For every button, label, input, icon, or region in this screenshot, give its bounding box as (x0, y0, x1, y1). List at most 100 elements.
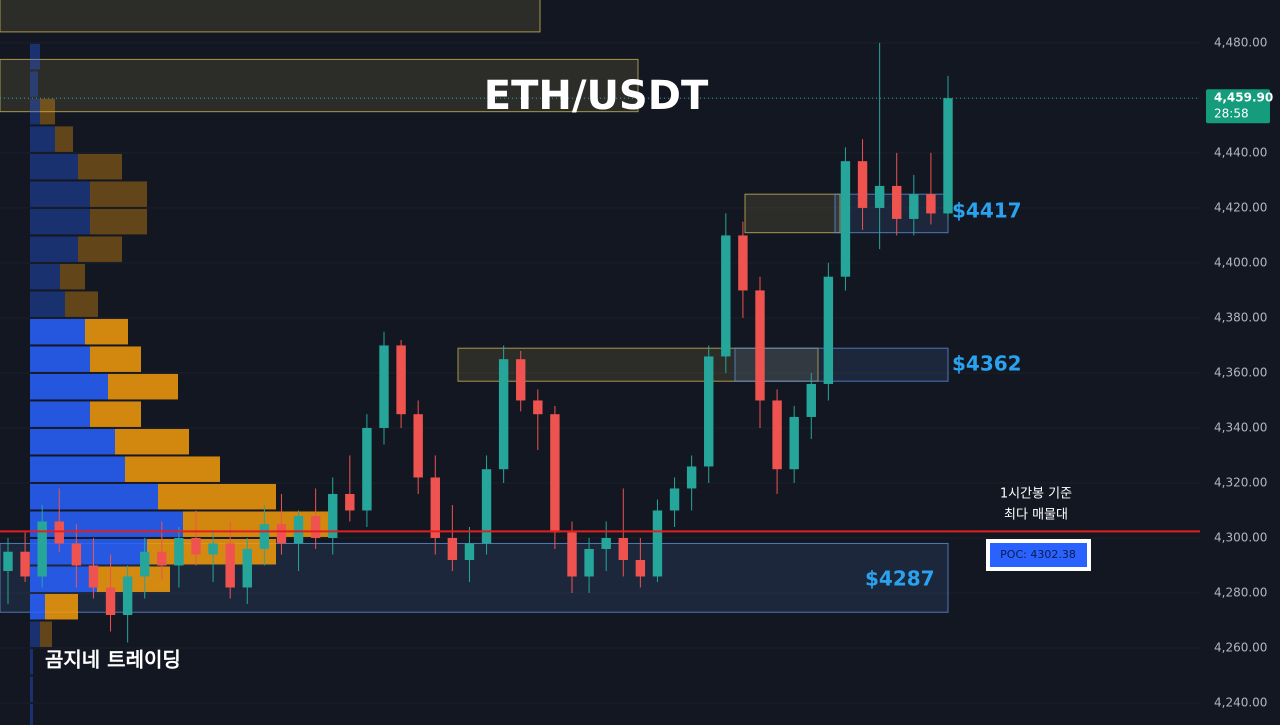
profile-sell (158, 483, 276, 510)
profile-buy (30, 428, 115, 455)
candle-body (362, 427, 372, 511)
profile-sell (108, 373, 178, 400)
profile-buy (30, 236, 78, 262)
y-tick-label: 4,240.00 (1214, 695, 1267, 709)
candle-body (533, 400, 543, 415)
candle-body (464, 543, 475, 560)
y-tick-label: 4,260.00 (1214, 640, 1267, 654)
candle-body (926, 194, 936, 214)
profile-buy (30, 483, 158, 510)
profile-buy (30, 511, 183, 537)
candle-body (738, 235, 748, 291)
candle-body (840, 161, 851, 277)
candle-body (208, 543, 218, 555)
candle-body (857, 161, 868, 208)
candle-body (550, 414, 560, 533)
y-tick-label: 4,380.00 (1214, 310, 1267, 324)
zone (734, 347, 949, 382)
candle-body (37, 521, 47, 577)
candle-body (71, 543, 82, 566)
profile-sell (40, 621, 52, 647)
candle-body (772, 400, 782, 470)
poc-box (990, 543, 1087, 567)
candle-body (652, 510, 663, 577)
overlays: 4,240.00 4,260.00 4,280.00 4,300.00 4,320.00… (0, 35, 1273, 709)
profile-buy (30, 263, 60, 290)
profile-sell (115, 428, 189, 455)
candle-body (481, 469, 492, 544)
candle-body (191, 537, 201, 555)
candle-body (704, 356, 714, 467)
candle-body (413, 414, 423, 478)
profile-sell (40, 98, 55, 125)
profile-buy (30, 593, 45, 620)
annotation: 1시간봉 기준 (1000, 487, 1072, 502)
profile-sell (65, 291, 98, 317)
profile-buy (30, 71, 38, 97)
last-price-label: 4,459.90 (1214, 91, 1273, 105)
profile-buy (30, 401, 90, 427)
profile-buy (30, 703, 33, 725)
candle-body (20, 551, 30, 577)
profile-buy (30, 676, 33, 702)
candle-body (140, 551, 150, 577)
profile-sell (90, 181, 147, 207)
candle-body (328, 493, 338, 538)
watermark: 곰지네 트레이딩 (45, 648, 181, 672)
profile-buy (30, 291, 65, 317)
candle-body (874, 185, 885, 208)
candle-body (823, 276, 834, 384)
profile-buy (30, 373, 108, 400)
profile-sell (55, 126, 73, 152)
candle-body (345, 493, 355, 511)
profile-sell (78, 153, 122, 180)
poc-label: POC: 4302.38 (1000, 548, 1076, 561)
candle-body (225, 543, 235, 588)
candle-body (430, 477, 440, 538)
candle-body (396, 345, 406, 415)
profile-buy (30, 456, 125, 482)
profile-sell (60, 263, 85, 290)
profile-buy (30, 43, 40, 70)
profile-buy (30, 648, 33, 675)
candle-body (105, 587, 116, 615)
y-tick-label: 4,400.00 (1214, 255, 1267, 269)
candle-body (601, 537, 611, 549)
profile-sell (125, 456, 220, 482)
candle-body (567, 532, 577, 577)
candle-body (909, 194, 919, 219)
profile-buy (30, 208, 90, 235)
candle-body (498, 359, 509, 470)
candle-body (686, 466, 697, 489)
profile-sell (90, 346, 141, 372)
candle-body (669, 488, 680, 511)
candle-body (892, 185, 902, 219)
y-tick-label: 4,320.00 (1214, 475, 1267, 489)
profile-sell (90, 401, 141, 427)
grid (0, 42, 1200, 704)
countdown: 28:58 (1214, 107, 1249, 121)
candle-body (584, 548, 594, 577)
y-tick-label: 4,340.00 (1214, 420, 1267, 434)
candle-body (242, 548, 252, 588)
candle-body (259, 524, 270, 549)
zone-label: $4417 (952, 199, 1022, 223)
candle-body (755, 290, 765, 401)
candle-body (516, 359, 526, 401)
chart-title: ETH/USDT (484, 73, 709, 119)
candle-body (174, 537, 184, 566)
last-price-box (1206, 89, 1270, 124)
candle-body (618, 537, 628, 560)
zone (0, 58, 639, 113)
candle-body (721, 235, 731, 357)
annotation: 최다 매물대 (1004, 508, 1068, 523)
candle-body (635, 559, 646, 577)
profile-buy (30, 538, 147, 565)
candle-body (379, 345, 389, 428)
profile-buy (30, 318, 85, 345)
zone (744, 193, 841, 234)
profile-sell (45, 593, 78, 620)
candle-body (276, 524, 287, 544)
